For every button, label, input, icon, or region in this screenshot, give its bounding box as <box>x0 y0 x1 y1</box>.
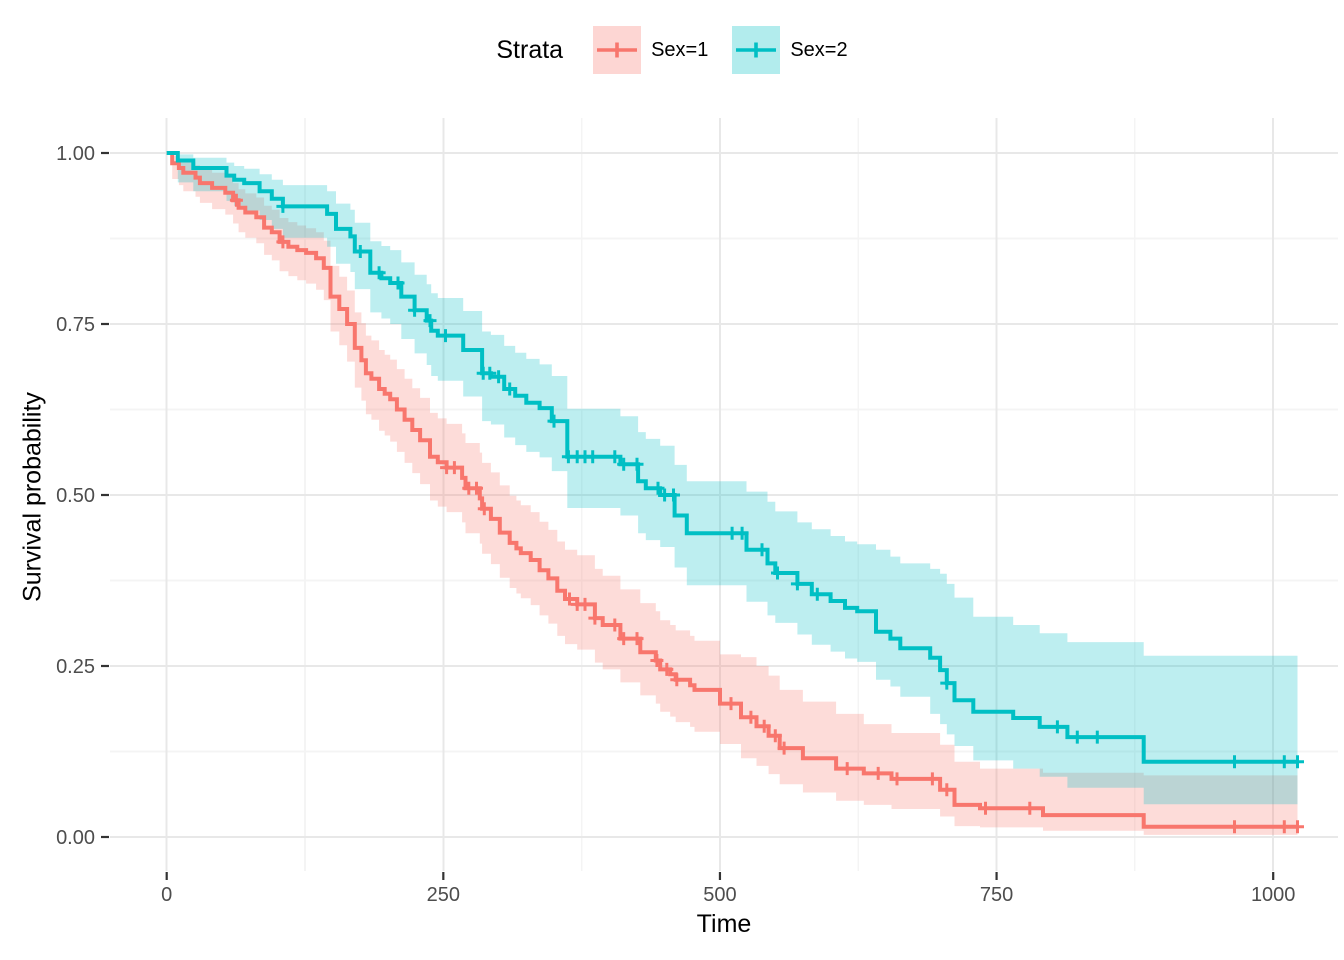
legend-label-sex1: Sex=1 <box>651 38 709 61</box>
svg-text:0.75: 0.75 <box>56 314 95 336</box>
svg-text:0.25: 0.25 <box>56 656 95 678</box>
x-axis-title: Time <box>696 910 752 938</box>
svg-text:1000: 1000 <box>1251 884 1296 906</box>
y-axis-title: Survival probability <box>18 392 47 602</box>
svg-text:0.00: 0.00 <box>56 827 95 849</box>
legend-key-sex2-icon <box>732 26 781 74</box>
legend-item-sex2: Sex=2 <box>732 26 848 74</box>
svg-text:0.50: 0.50 <box>56 485 95 507</box>
legend-key-sex1-icon <box>593 26 642 74</box>
svg-text:500: 500 <box>703 884 736 906</box>
legend-label-sex2: Sex=2 <box>790 38 848 61</box>
svg-text:750: 750 <box>980 884 1013 906</box>
svg-text:250: 250 <box>427 884 460 906</box>
svg-text:1.00: 1.00 <box>56 143 95 165</box>
legend: Strata Sex=1 Sex=2 <box>0 26 1344 74</box>
legend-title: Strata <box>496 35 564 64</box>
svg-text:0: 0 <box>161 884 172 906</box>
legend-item-sex1: Sex=1 <box>593 26 708 74</box>
